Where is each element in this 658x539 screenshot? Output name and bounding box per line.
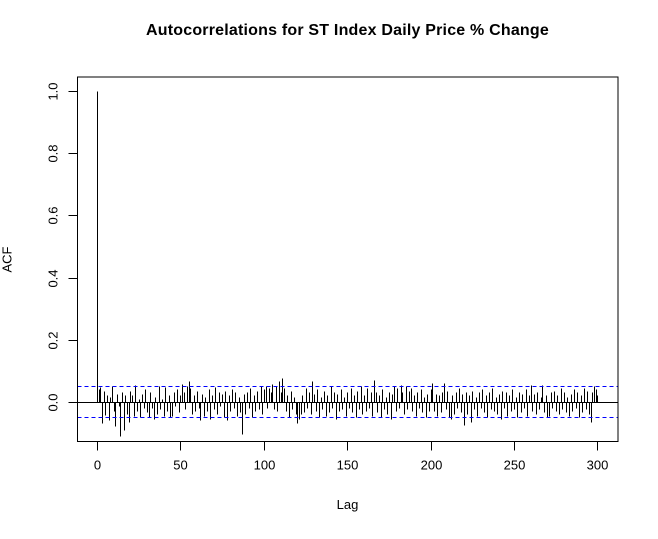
- y-axis-label: ACF: [0, 246, 15, 273]
- x-tick-label: 50: [173, 458, 187, 473]
- x-axis-label: Lag: [336, 497, 359, 512]
- x-tick-label: 300: [587, 458, 609, 473]
- x-tick-label: 250: [504, 458, 526, 473]
- x-tick-label: 100: [254, 458, 276, 473]
- x-tick-label: 200: [421, 458, 443, 473]
- y-tick-label: 0.6: [46, 206, 61, 224]
- chart-title: Autocorrelations for ST Index Daily Pric…: [146, 22, 549, 39]
- y-tick-label: 1.0: [46, 82, 61, 100]
- x-tick-label: 0: [94, 458, 101, 473]
- y-tick-label: 0.2: [46, 331, 61, 349]
- y-tick-label: 0.0: [46, 393, 61, 411]
- y-tick-label: 0.4: [46, 269, 61, 287]
- x-tick-label: 150: [337, 458, 359, 473]
- y-tick-label: 0.8: [46, 144, 61, 162]
- plot-border: [77, 76, 619, 442]
